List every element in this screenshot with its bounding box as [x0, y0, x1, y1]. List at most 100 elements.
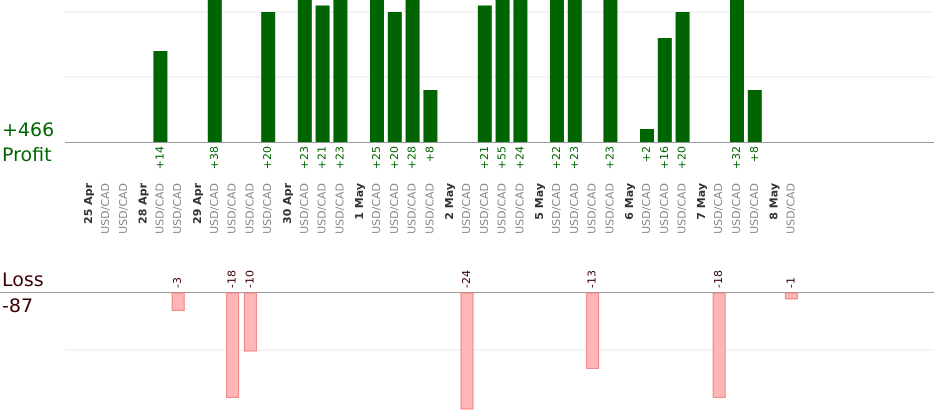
profit-bar	[153, 51, 168, 142]
date-label: 2 May	[443, 183, 456, 220]
profit-bar	[567, 0, 582, 142]
loss-bar	[171, 292, 185, 311]
profit-value-label: +21	[478, 146, 491, 169]
loss-bar	[586, 292, 600, 369]
profit-bar	[315, 5, 330, 142]
loss-value-label: -18	[226, 270, 239, 288]
profit-value-label: +14	[153, 146, 166, 169]
profit-value-label: +23	[568, 146, 581, 169]
symbol-label: USD/CAD	[153, 183, 166, 234]
profit-value-label: +20	[261, 146, 274, 169]
profit-value-label: +23	[298, 146, 311, 169]
profit-bar	[370, 0, 384, 142]
loss-value-label: -10	[243, 270, 256, 288]
symbol-label: USD/CAD	[243, 183, 256, 234]
date-label: 5 May	[533, 183, 546, 220]
profit-label: Profit	[2, 144, 52, 166]
profit-value-label: +8	[423, 146, 436, 162]
symbol-label: USD/CAD	[406, 183, 419, 234]
profit-value-label: +28	[406, 146, 419, 169]
profit-value-label: +32	[730, 146, 743, 169]
symbol-label: USD/CAD	[388, 183, 401, 234]
profit-value-label: +20	[388, 146, 401, 169]
profit-bar	[423, 90, 438, 142]
profit-bar	[730, 0, 744, 142]
symbol-label: USD/CAD	[117, 183, 130, 234]
profit-bar	[495, 0, 510, 142]
symbol-label: USD/CAD	[261, 183, 274, 234]
loss-value-label: -24	[460, 270, 473, 288]
profit-bar	[640, 129, 654, 142]
symbol-label: USD/CAD	[658, 183, 671, 234]
date-label: 29 Apr	[191, 182, 204, 224]
symbol-label: USD/CAD	[370, 183, 383, 234]
loss-value-label: -1	[784, 277, 797, 288]
profit-bar	[333, 0, 348, 142]
symbol-label: USD/CAD	[513, 183, 526, 234]
profit-value-label: +38	[208, 146, 221, 169]
profit-value-label: +23	[333, 146, 346, 169]
loss-value-label: -13	[586, 270, 599, 288]
symbol-label: USD/CAD	[676, 183, 689, 234]
symbol-label: USD/CAD	[316, 183, 329, 234]
profit-bar	[261, 12, 276, 142]
profit-bar	[477, 5, 492, 142]
profit-bar	[297, 0, 312, 142]
loss-bar	[712, 292, 726, 398]
loss-value-label: -18	[712, 270, 725, 288]
date-label: 1 May	[353, 183, 366, 220]
profit-value-label: +23	[603, 146, 616, 169]
symbol-label: USD/CAD	[496, 183, 509, 234]
profit-value-label: +2	[640, 146, 653, 162]
date-label: 8 May	[767, 183, 780, 220]
symbol-label: USD/CAD	[586, 183, 599, 234]
symbol-label: USD/CAD	[730, 183, 743, 234]
profit-bar	[550, 0, 564, 142]
symbol-label: USD/CAD	[208, 183, 221, 234]
symbol-label: USD/CAD	[171, 183, 184, 234]
profit-value-label: +55	[496, 146, 509, 169]
profit-bar	[513, 0, 528, 142]
symbol-label: USD/CAD	[226, 183, 239, 234]
date-label: 30 Apr	[281, 182, 294, 224]
symbol-label: USD/CAD	[784, 183, 797, 234]
profit-value-label: +22	[550, 146, 563, 169]
loss-bar	[243, 292, 257, 352]
loss-value-label: -3	[171, 277, 184, 288]
profit-bar	[603, 0, 618, 142]
profit-total: +466	[2, 119, 55, 141]
profit-bar	[405, 0, 420, 142]
profit-bar	[657, 38, 672, 142]
profit-value-label: +20	[676, 146, 689, 169]
profit-value-label: +16	[658, 146, 671, 169]
symbol-label: USD/CAD	[460, 183, 473, 234]
profit-value-label: +24	[513, 146, 526, 169]
symbol-label: USD/CAD	[423, 183, 436, 234]
profit-bar	[747, 90, 762, 142]
profit-bar	[387, 12, 402, 142]
symbol-label: USD/CAD	[712, 183, 725, 234]
profit-value-label: +8	[748, 146, 761, 162]
symbol-label: USD/CAD	[640, 183, 653, 234]
profit-value-label: +25	[370, 146, 383, 169]
loss-bar	[460, 292, 474, 410]
profit-bar	[207, 0, 222, 142]
symbol-label: USD/CAD	[603, 183, 616, 234]
symbol-label: USD/CAD	[550, 183, 563, 234]
date-label: 7 May	[695, 183, 708, 220]
symbol-label: USD/CAD	[99, 183, 112, 234]
date-label: 28 Apr	[136, 182, 149, 224]
symbol-label: USD/CAD	[298, 183, 311, 234]
symbol-label: USD/CAD	[478, 183, 491, 234]
symbol-label: USD/CAD	[748, 183, 761, 234]
profit-bar	[675, 12, 690, 142]
loss-label: Loss	[2, 269, 44, 291]
date-label: 6 May	[623, 183, 636, 220]
loss-total: -87	[2, 295, 34, 317]
date-label: 25 Apr	[82, 182, 95, 224]
symbol-label: USD/CAD	[568, 183, 581, 234]
profit-value-label: +21	[316, 146, 329, 169]
symbol-label: USD/CAD	[333, 183, 346, 234]
loss-bar	[784, 292, 798, 300]
